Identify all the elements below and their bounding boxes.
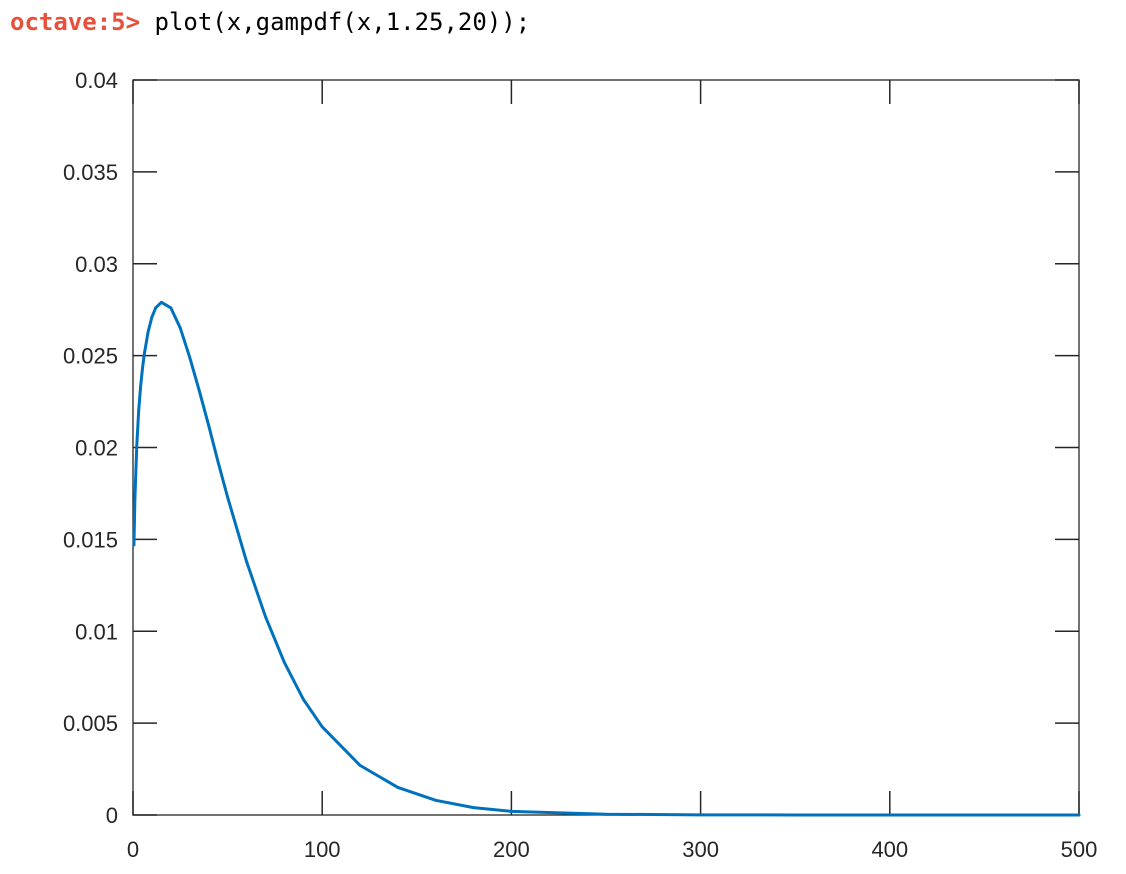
axis-ticks xyxy=(132,79,1080,816)
data-point-0-6 xyxy=(142,352,146,356)
data-point-0-8 xyxy=(150,315,154,319)
x-tick-label-0: 0 xyxy=(127,837,139,862)
x-tick-label-5: 500 xyxy=(1061,837,1098,862)
y-tick-label-2: 0.01 xyxy=(75,619,118,644)
data-point-0-24 xyxy=(396,786,400,789)
data-point-0-26 xyxy=(472,806,475,810)
data-point-0-32 xyxy=(983,813,986,817)
data-point-0-22 xyxy=(320,725,324,729)
data-point-0-21 xyxy=(301,697,305,701)
data-point-0-28 xyxy=(604,812,608,816)
y-tick-label-0: 0 xyxy=(106,803,118,828)
axes-frame xyxy=(132,79,1080,816)
x-tick-label-1: 100 xyxy=(304,837,341,862)
data-point-0-33 xyxy=(1077,813,1081,817)
data-point-0-27 xyxy=(510,809,513,813)
data-point-0-4 xyxy=(139,385,142,389)
data-point-0-1 xyxy=(133,497,137,501)
y-tick-label-8: 0.04 xyxy=(75,68,118,93)
data-point-0-2 xyxy=(135,444,139,448)
data-point-0-15 xyxy=(207,424,211,427)
data-point-0-3 xyxy=(137,409,141,413)
data-point-0-23 xyxy=(358,763,362,767)
y-tick-label-6: 0.03 xyxy=(75,252,118,277)
y-tick-label-7: 0.035 xyxy=(63,160,118,185)
series-line-0 xyxy=(132,300,1081,817)
data-point-0-20 xyxy=(282,661,286,664)
data-point-0-10 xyxy=(159,300,163,304)
data-point-0-16 xyxy=(216,460,220,464)
x-tick-label-3: 300 xyxy=(682,837,719,862)
axes-box xyxy=(132,79,1080,816)
x-tick-label-2: 200 xyxy=(493,837,530,862)
data-point-0-12 xyxy=(178,326,182,330)
console-command: plot(x,gampdf(x,1.25,20)); xyxy=(154,8,531,36)
data-point-0-11 xyxy=(169,306,173,310)
data-point-0-18 xyxy=(245,560,248,563)
data-point-0-14 xyxy=(197,389,201,392)
data-point-0-19 xyxy=(264,615,267,618)
data-point-0-31 xyxy=(888,813,892,817)
data-point-0-29 xyxy=(699,813,702,817)
y-tick-label-4: 0.02 xyxy=(75,436,118,461)
data-point-0-13 xyxy=(188,356,192,359)
data-point-0-0 xyxy=(132,543,136,547)
data-series xyxy=(132,300,1081,817)
y-tick-label-5: 0.025 xyxy=(63,344,118,369)
data-point-0-17 xyxy=(226,495,230,499)
axis-tick-labels: 0 100 200 300 400 500 0 0.005 0.01 0.015 0.02 0.025… xyxy=(63,68,1097,862)
console-prompt: octave:5> xyxy=(10,8,141,36)
data-point-0-7 xyxy=(146,330,150,334)
data-point-0-9 xyxy=(154,306,158,310)
console-line: octave:5> plot(x,gampdf(x,1.25,20)); xyxy=(10,4,530,40)
data-point-0-25 xyxy=(434,798,438,802)
x-tick-label-4: 400 xyxy=(871,837,908,862)
y-tick-label-3: 0.015 xyxy=(63,527,118,552)
y-tick-label-1: 0.005 xyxy=(63,711,118,736)
data-point-0-5 xyxy=(141,367,144,370)
data-point-0-30 xyxy=(793,813,797,817)
